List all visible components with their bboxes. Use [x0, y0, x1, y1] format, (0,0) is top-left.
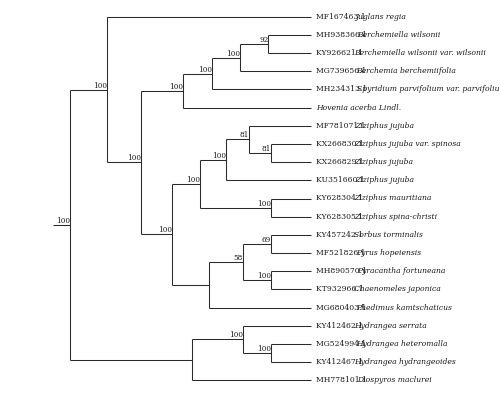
Text: Spyridium parvifolium var. parvifolium: Spyridium parvifolium var. parvifolium	[357, 85, 500, 93]
Text: Ziziphus mauritiana: Ziziphus mauritiana	[354, 195, 432, 202]
Text: 100: 100	[212, 152, 226, 160]
Text: 100: 100	[198, 66, 212, 73]
Text: Chaenomeles japonica: Chaenomeles japonica	[354, 285, 441, 293]
Text: MG680403.1: MG680403.1	[316, 304, 371, 312]
Text: Diospyros maclurei: Diospyros maclurei	[356, 376, 432, 384]
Text: 100: 100	[257, 272, 271, 280]
Text: MH234313.1: MH234313.1	[316, 85, 372, 93]
Text: 100: 100	[170, 83, 183, 91]
Text: Sorbus torminalis: Sorbus torminalis	[354, 231, 422, 239]
Text: 100: 100	[56, 217, 70, 225]
Text: 81: 81	[239, 131, 248, 139]
Text: KT932966.1: KT932966.1	[316, 285, 368, 293]
Text: KY628304.1: KY628304.1	[316, 195, 368, 202]
Text: KU351660.1: KU351660.1	[316, 176, 370, 184]
Text: MH778101.1: MH778101.1	[316, 376, 372, 384]
Text: MH938366.1: MH938366.1	[316, 31, 372, 39]
Text: Ziziphus jujuba: Ziziphus jujuba	[356, 122, 414, 130]
Text: Ziziphus jujuba: Ziziphus jujuba	[355, 176, 414, 184]
Text: MG524994.1: MG524994.1	[316, 340, 371, 348]
Text: MF781071.1: MF781071.1	[316, 122, 370, 130]
Text: KX266830.1: KX266830.1	[316, 140, 368, 148]
Text: KY412467.1: KY412467.1	[316, 358, 368, 366]
Text: KY457242.1: KY457242.1	[316, 231, 368, 239]
Text: MG739656.1: MG739656.1	[316, 67, 371, 75]
Text: KY412462.1: KY412462.1	[316, 322, 368, 330]
Text: Phedimus kamtschaticus: Phedimus kamtschaticus	[356, 304, 452, 312]
Text: MF521826.1: MF521826.1	[316, 249, 370, 257]
Text: KY926621.1: KY926621.1	[316, 49, 368, 57]
Text: 100: 100	[158, 226, 172, 234]
Text: 100: 100	[186, 176, 200, 184]
Text: KY628305.1: KY628305.1	[316, 213, 368, 221]
Text: Hydrangea heteromalla: Hydrangea heteromalla	[356, 340, 448, 348]
Text: Ziziphus jujuba var. spinosa: Ziziphus jujuba var. spinosa	[354, 140, 461, 148]
Text: Berchemiella wilsonii var. wilsonii: Berchemiella wilsonii var. wilsonii	[354, 49, 486, 57]
Text: 100: 100	[257, 345, 271, 353]
Text: 69: 69	[262, 236, 271, 244]
Text: MH890570.1: MH890570.1	[316, 267, 372, 275]
Text: Juglans regia: Juglans regia	[356, 13, 406, 21]
Text: Pyrus hopeiensis: Pyrus hopeiensis	[356, 249, 421, 257]
Text: Pyracantha fortuneana: Pyracantha fortuneana	[356, 267, 445, 275]
Text: Berchemiella wilsonii: Berchemiella wilsonii	[357, 31, 440, 39]
Text: Berchemia berchemiifolia: Berchemia berchemiifolia	[356, 67, 456, 75]
Text: Hovenia acerba Lindl.: Hovenia acerba Lindl.	[316, 104, 401, 112]
Text: 100: 100	[93, 81, 107, 90]
Text: 81: 81	[262, 145, 271, 153]
Text: 100: 100	[127, 154, 141, 162]
Text: Ziziphus jujuba: Ziziphus jujuba	[354, 158, 414, 166]
Text: 100: 100	[257, 200, 271, 208]
Text: 92: 92	[259, 36, 268, 44]
Text: Hydrangea hydrangeoides: Hydrangea hydrangeoides	[354, 358, 456, 366]
Text: 58: 58	[234, 254, 243, 262]
Text: 100: 100	[229, 331, 243, 339]
Text: Ziziphus spina-christi: Ziziphus spina-christi	[354, 213, 437, 221]
Text: MF167463.1: MF167463.1	[316, 13, 370, 21]
Text: Hydrangea serrata: Hydrangea serrata	[354, 322, 426, 330]
Text: 100: 100	[226, 50, 240, 58]
Text: KX266829.1: KX266829.1	[316, 158, 368, 166]
